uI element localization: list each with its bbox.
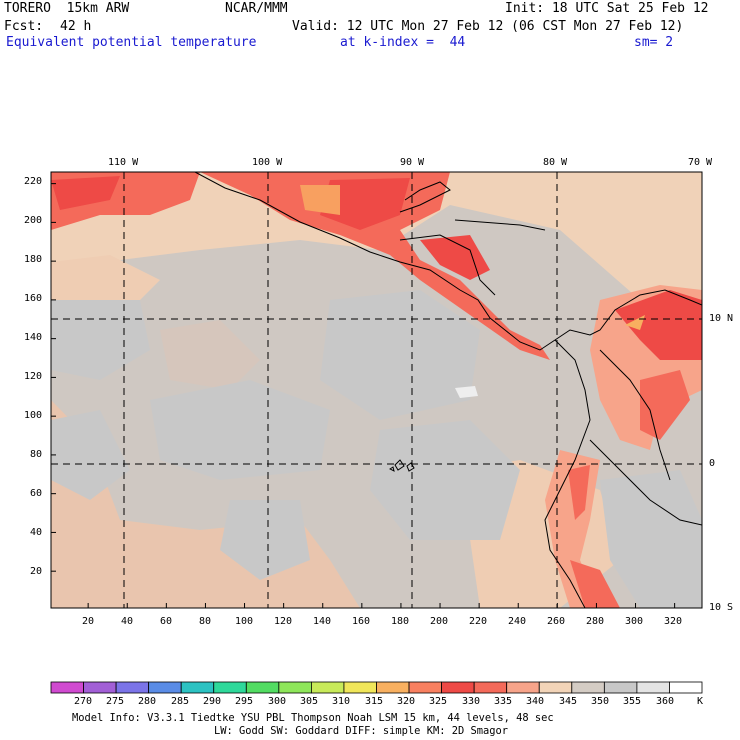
colorbar-label: 280 xyxy=(138,696,157,707)
x-label: 200 xyxy=(430,616,449,627)
x-label: 100 xyxy=(235,616,254,627)
colorbar-swatch xyxy=(636,681,670,694)
colorbar-swatch xyxy=(115,681,150,694)
colorbar-swatch xyxy=(148,681,182,694)
forecast-hours: 42 h xyxy=(60,19,92,34)
field-name: Equivalent potential temperature xyxy=(6,35,257,50)
colorbar-label: 315 xyxy=(365,696,384,707)
x-label: 300 xyxy=(625,616,644,627)
longitude-label-80w: 80 W xyxy=(543,157,568,168)
x-label: 180 xyxy=(391,616,410,627)
x-label: 220 xyxy=(469,616,488,627)
colorbar-label: 330 xyxy=(462,696,481,707)
y-grid-ticks xyxy=(51,183,56,572)
colorbar-label: 275 xyxy=(106,696,125,707)
colorbar-swatch xyxy=(408,681,442,694)
x-label: 40 xyxy=(121,616,134,627)
colorbar-label: 310 xyxy=(332,696,351,707)
y-label: 20 xyxy=(30,566,43,577)
colorbar-label: 350 xyxy=(591,696,610,707)
colorbar-swatch xyxy=(538,681,573,694)
y-label: 100 xyxy=(24,410,43,421)
y-label: 40 xyxy=(30,527,43,538)
longitude-label-110w: 110 W xyxy=(108,157,139,168)
forecast-label: Fcst: xyxy=(4,19,44,34)
colorbar-label: 290 xyxy=(203,696,222,707)
x-label: 80 xyxy=(199,616,212,627)
colorbar-swatch xyxy=(278,681,312,694)
colorbar-label: 360 xyxy=(656,696,675,707)
x-label: 160 xyxy=(352,616,371,627)
colorbar-swatch xyxy=(473,681,508,694)
level-label: at k-index = 44 xyxy=(340,35,466,50)
x-label: 120 xyxy=(274,616,293,627)
x-grid-ticks xyxy=(87,603,676,608)
colorbar-swatch xyxy=(441,681,475,694)
y-label: 80 xyxy=(30,449,43,460)
physics-info: LW: Godd SW: Goddard DIFF: simple KM: 2D… xyxy=(214,725,509,737)
colorbar-swatch xyxy=(669,681,703,694)
colorbar-unit: K xyxy=(697,696,704,707)
latitude-label-10s: 10 S xyxy=(709,602,734,613)
x-label: 20 xyxy=(82,616,95,627)
longitude-label-100w: 100 W xyxy=(252,157,283,168)
y-label: 60 xyxy=(30,488,43,499)
colorbar-label: 325 xyxy=(429,696,448,707)
colorbar-swatch xyxy=(310,681,345,694)
colorbar-swatch xyxy=(245,681,280,694)
model-title: TORERO 15km ARW xyxy=(4,1,130,16)
colorbar-label: 300 xyxy=(268,696,287,707)
y-label: 220 xyxy=(24,176,43,187)
colorbar-swatch xyxy=(343,681,377,694)
y-label: 140 xyxy=(24,332,43,343)
lat-lon-grid xyxy=(51,172,702,608)
colorbar-label: 270 xyxy=(74,696,93,707)
smoothing-label: sm= 2 xyxy=(634,35,674,50)
x-label: 320 xyxy=(664,616,683,627)
longitude-label-90w: 90 W xyxy=(400,157,425,168)
y-label: 120 xyxy=(24,371,43,382)
y-label: 180 xyxy=(24,254,43,265)
colorbar-swatch xyxy=(603,681,638,694)
colorbar-label: 340 xyxy=(526,696,545,707)
init-time: Init: 18 UTC Sat 25 Feb 12 xyxy=(505,1,709,16)
colorbar-label: 345 xyxy=(559,696,578,707)
y-label: 160 xyxy=(24,293,43,304)
x-label: 60 xyxy=(160,616,173,627)
temperature-field xyxy=(51,172,702,608)
colorbar-swatch xyxy=(571,681,605,694)
colorbar-label: 335 xyxy=(494,696,513,707)
colorbar-label: 295 xyxy=(235,696,254,707)
colorbar-label: 305 xyxy=(300,696,319,707)
coastlines xyxy=(194,172,702,608)
model-info: Model Info: V3.3.1 Tiedtke YSU PBL Thomp… xyxy=(72,712,554,724)
latitude-label-0: 0 xyxy=(709,458,716,469)
x-label: 280 xyxy=(586,616,605,627)
colorbar-swatch xyxy=(213,681,247,694)
colorbar-swatch xyxy=(506,681,540,694)
colorbar-label: 355 xyxy=(623,696,642,707)
x-label: 260 xyxy=(547,616,566,627)
colorbar-swatch xyxy=(50,681,84,694)
valid-time: Valid: 12 UTC Mon 27 Feb 12 (06 CST Mon … xyxy=(292,19,684,34)
x-label: 240 xyxy=(508,616,527,627)
longitude-label-70w: 70 W xyxy=(688,157,713,168)
x-label: 140 xyxy=(313,616,332,627)
colorbar-swatches xyxy=(50,681,703,694)
map-frame xyxy=(50,171,703,609)
y-label: 200 xyxy=(24,215,43,226)
latitude-label-10n: 10 N xyxy=(709,313,734,324)
colorbar-swatch xyxy=(180,681,215,694)
colorbar-swatch xyxy=(376,681,410,694)
colorbar-label: 320 xyxy=(397,696,416,707)
colorbar-label: 285 xyxy=(171,696,190,707)
organization-label: NCAR/MMM xyxy=(225,1,288,16)
colorbar-swatch xyxy=(83,681,117,694)
